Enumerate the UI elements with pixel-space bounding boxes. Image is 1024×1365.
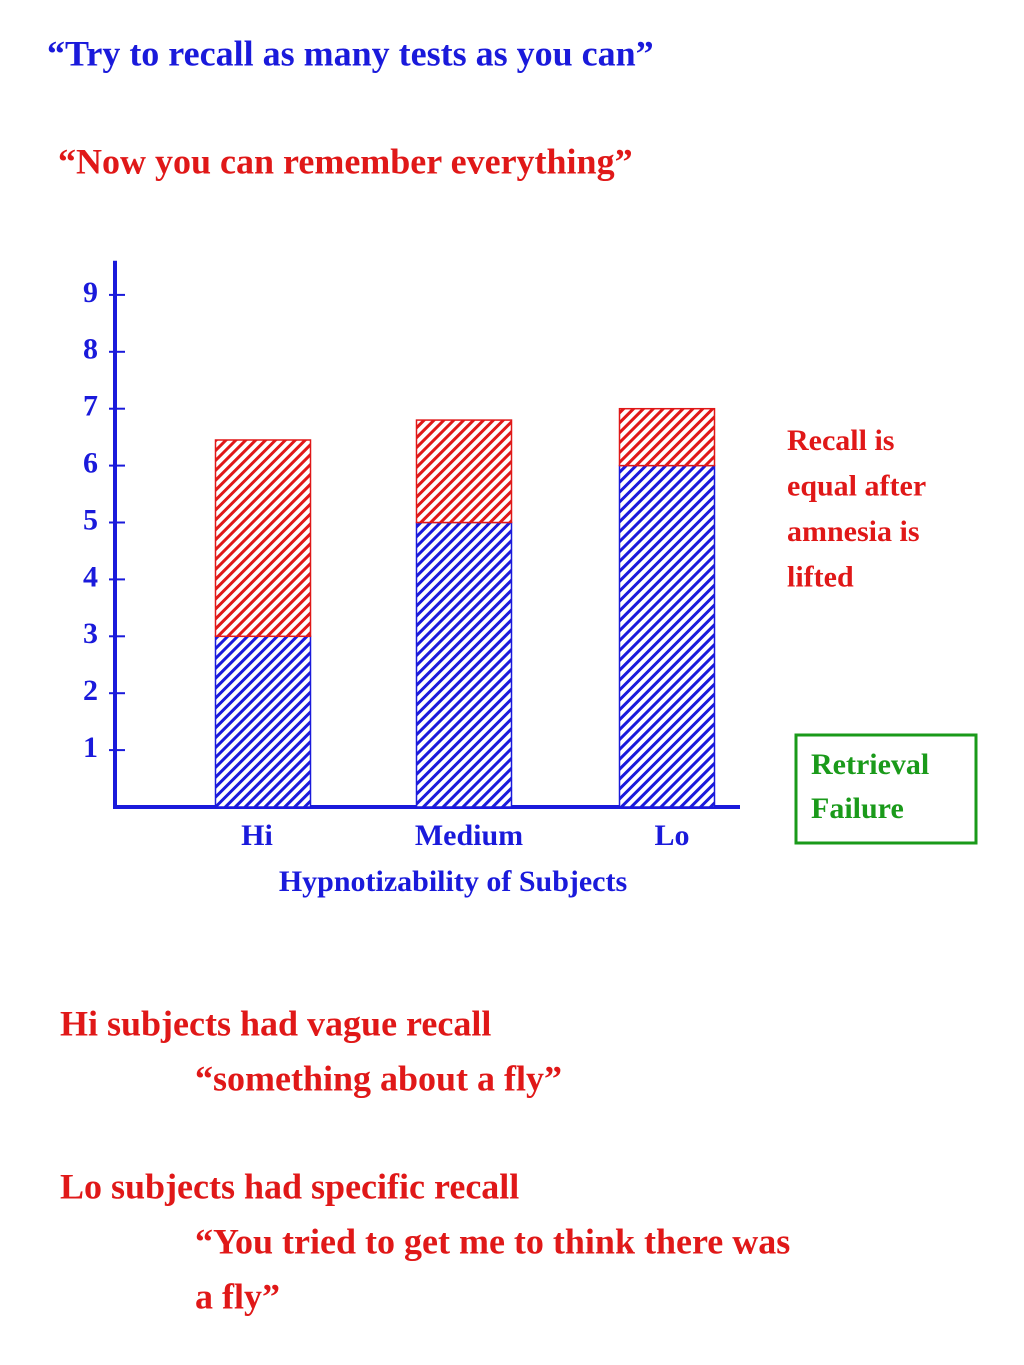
note-line: “something about a fly”	[195, 1058, 562, 1098]
annotation: equal after	[787, 469, 926, 502]
bar-segment	[618, 464, 716, 808]
annotation: Recall is	[787, 424, 894, 457]
bar-segment	[415, 419, 513, 524]
x-tick-label: Medium	[415, 819, 523, 852]
annotation: lifted	[787, 560, 854, 593]
annotation: amnesia is	[787, 515, 920, 548]
y-tick-label: 8	[83, 333, 98, 366]
x-axis-label: Hypnotizability of Subjects	[279, 865, 627, 898]
y-tick-label: 9	[83, 276, 98, 309]
annotation: Retrieval	[811, 748, 929, 781]
y-tick-label: 3	[83, 617, 98, 650]
annotation: Failure	[811, 792, 904, 825]
note-line: Hi subjects had vague recall	[60, 1003, 491, 1043]
subheading: “Now you can remember everything”	[58, 141, 633, 181]
x-tick-label: Hi	[241, 819, 273, 852]
annotation-box	[794, 733, 978, 845]
y-tick-label: 1	[83, 731, 98, 764]
y-tick-label: 5	[83, 503, 98, 536]
bar-segment	[214, 439, 312, 638]
y-tick-label: 6	[83, 446, 98, 479]
note-line: “You tried to get me to think there was	[195, 1221, 790, 1261]
y-tick-label: 2	[83, 674, 98, 707]
bar-segment	[415, 521, 513, 808]
bar-segment	[618, 407, 716, 467]
heading: “Try to recall as many tests as you can”	[47, 33, 654, 73]
y-tick-label: 7	[83, 390, 98, 423]
note-line: a fly”	[195, 1276, 280, 1316]
note-line: Lo subjects had specific recall	[60, 1166, 519, 1206]
x-tick-label: Lo	[654, 819, 689, 852]
y-tick-label: 4	[83, 560, 98, 593]
bar-segment	[214, 635, 312, 808]
